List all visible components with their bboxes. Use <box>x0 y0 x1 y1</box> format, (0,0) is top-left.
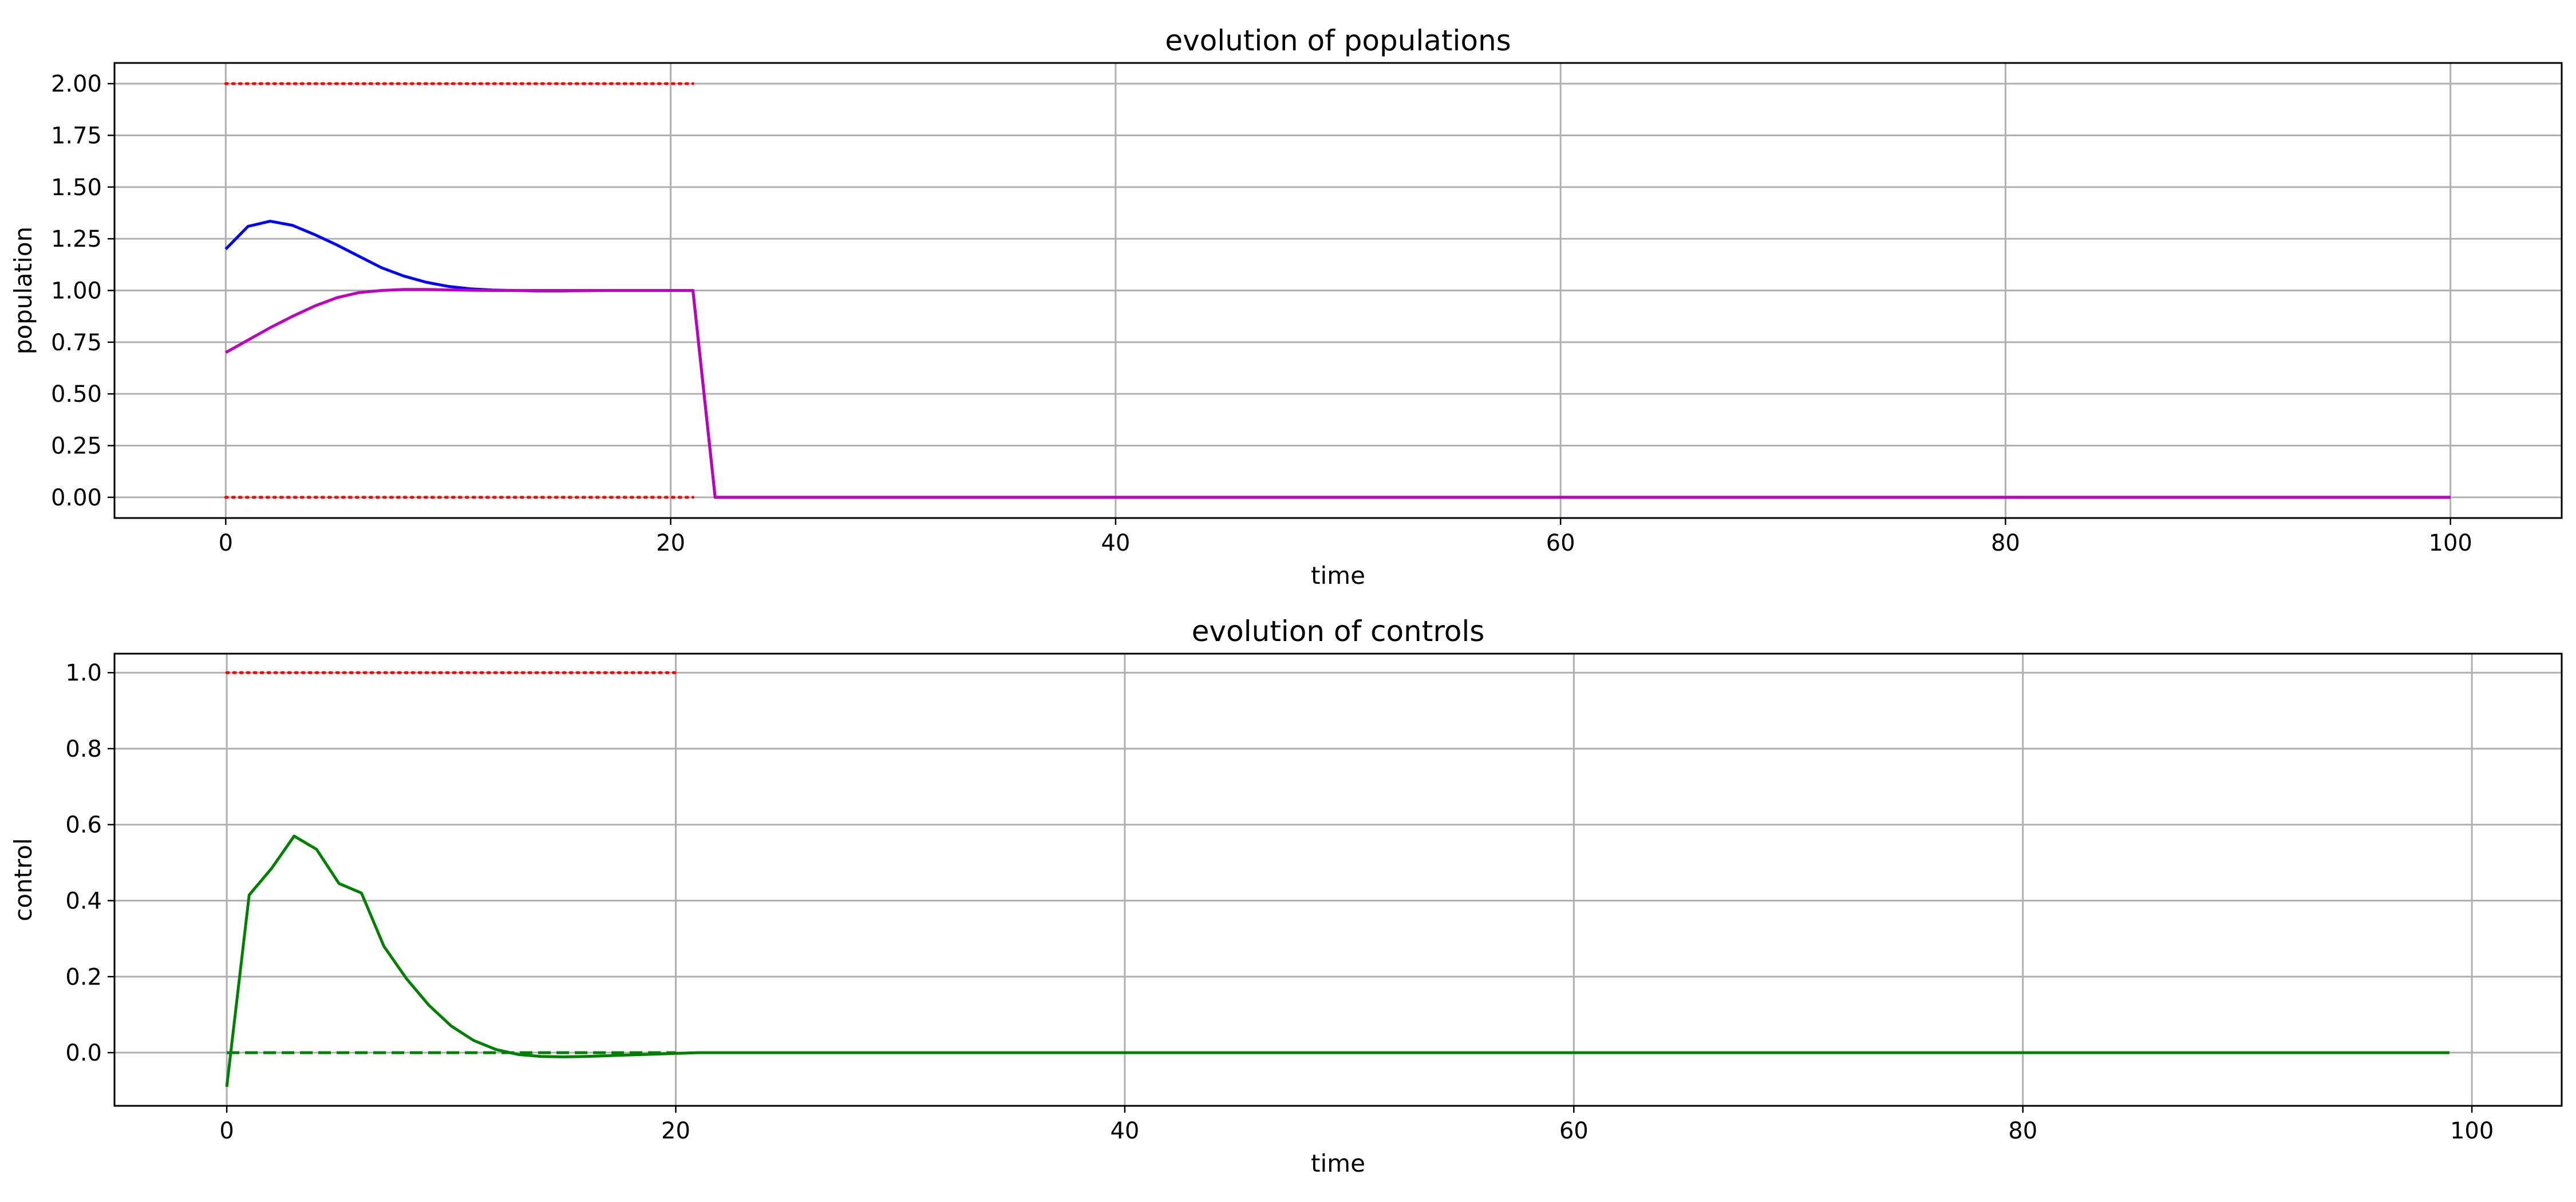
x-tick-label: 60 <box>1546 530 1575 556</box>
x-tick-label: 60 <box>1559 1118 1589 1144</box>
x-tick-label: 80 <box>1991 530 2020 556</box>
x-tick-label: 100 <box>2429 530 2472 556</box>
x-tick-label: 20 <box>661 1118 690 1144</box>
y-tick-label: 0.75 <box>51 330 102 356</box>
y-tick-label: 0.25 <box>51 433 102 460</box>
x-tick-label: 0 <box>219 530 233 556</box>
populations-series-1-line <box>225 288 2451 499</box>
y-tick-label: 1.25 <box>51 226 102 252</box>
y-tick-label: 1.50 <box>51 175 102 201</box>
populations-plot: evolution of populations time population… <box>9 24 2563 590</box>
populations-y-axis-label: population <box>9 227 37 355</box>
populations-plot-title: evolution of populations <box>1165 24 1511 57</box>
x-tick-label: 20 <box>656 530 685 556</box>
y-tick-label: 0.0 <box>65 1040 102 1066</box>
x-tick-label: 100 <box>2450 1118 2494 1144</box>
controls-plot: evolution of controls time control 0 20 40… <box>9 615 2563 1177</box>
x-tick-label: 40 <box>1101 530 1130 556</box>
y-tick-label: 2.00 <box>51 71 102 97</box>
controls-series-0-line <box>225 835 2449 1088</box>
x-tick-label: 40 <box>1110 1118 1139 1144</box>
y-tick-label: 1.00 <box>51 278 102 305</box>
y-tick-label: 1.0 <box>65 660 102 686</box>
controls-x-axis-label: time <box>1311 1149 1365 1177</box>
x-tick-label: 80 <box>2008 1118 2037 1144</box>
controls-plot-frame <box>113 653 2563 1107</box>
controls-grid <box>114 654 2562 1106</box>
populations-x-axis-label: time <box>1311 562 1365 590</box>
controls-y-axis-label: control <box>9 838 37 922</box>
populations-series-0-line <box>224 219 2451 499</box>
x-tick-label: 0 <box>219 1118 234 1144</box>
y-tick-label: 0.6 <box>65 812 102 839</box>
y-tick-label: 1.75 <box>51 122 102 149</box>
y-tick-label: 0.4 <box>65 888 102 915</box>
y-tick-label: 0.00 <box>51 485 102 511</box>
y-tick-label: 0.2 <box>65 964 102 990</box>
populations-plot-frame <box>113 62 2563 519</box>
y-tick-label: 0.8 <box>65 736 102 762</box>
controls-plot-title: evolution of controls <box>1192 615 1485 648</box>
y-tick-label: 0.50 <box>51 381 102 408</box>
